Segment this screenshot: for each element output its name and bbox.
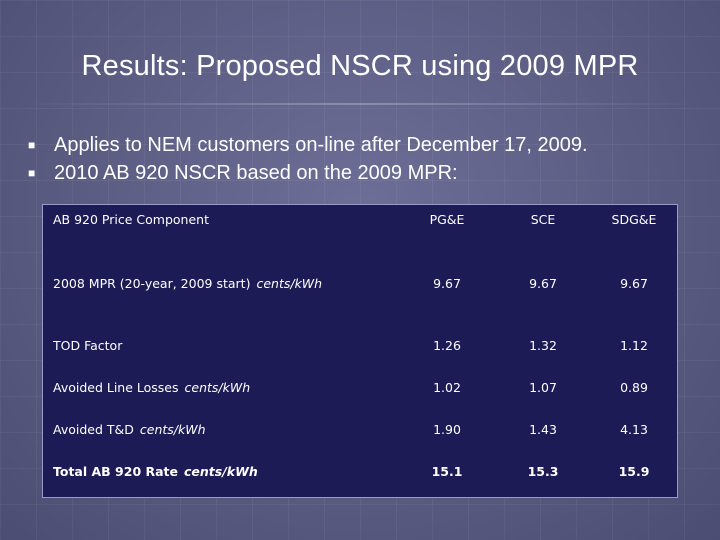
bullet-text: 2010 AB 920 NSCR based on the 2009 MPR: xyxy=(54,162,458,184)
cell-sdge: 0.89 xyxy=(620,379,648,395)
header-sce: SCE xyxy=(530,211,556,227)
cell-sce: 1.32 xyxy=(529,337,557,353)
cell-sdge: 1.12 xyxy=(620,337,648,353)
header-component: AB 920 Price Component xyxy=(53,211,209,227)
cell-pge: 9.67 xyxy=(433,275,461,291)
cell-sce: 15.3 xyxy=(527,463,559,479)
row-unit: cents/kWh xyxy=(139,421,206,437)
bullet-item: ■ Applies to NEM customers on-line after… xyxy=(28,134,708,162)
cell-sce: 9.67 xyxy=(529,275,557,291)
row-label: Avoided Line Losses cents/kWh xyxy=(53,380,250,395)
cell-pge: 1.90 xyxy=(433,421,461,437)
row-unit: cents/kWh xyxy=(184,463,258,479)
row-label: Avoided T&D cents/kWh xyxy=(53,422,206,437)
square-bullet-icon: ■ xyxy=(28,138,36,152)
header-sdge: SDG&E xyxy=(611,211,657,227)
title-divider xyxy=(22,103,698,105)
cell-pge: 15.1 xyxy=(431,463,463,479)
row-label: Total AB 920 Rate cents/kWh xyxy=(53,464,258,479)
row-unit: cents/kWh xyxy=(256,275,323,291)
bullet-list: ■ Applies to NEM customers on-line after… xyxy=(28,134,708,190)
row-label-text: Avoided T&D xyxy=(53,421,134,437)
cell-sdge: 9.67 xyxy=(620,275,648,291)
row-label: TOD Factor xyxy=(53,338,122,353)
cell-pge: 1.26 xyxy=(433,337,461,353)
row-label-text: Avoided Line Losses xyxy=(53,379,179,395)
row-label-text: TOD Factor xyxy=(53,337,123,353)
bullet-text: Applies to NEM customers on-line after D… xyxy=(54,134,588,156)
price-component-table: AB 920 Price Component PG&E SCE SDG&E 20… xyxy=(42,204,678,498)
row-label-text: 2008 MPR (20-year, 2009 start) xyxy=(53,275,251,291)
cell-sce: 1.07 xyxy=(529,379,557,395)
row-label: 2008 MPR (20-year, 2009 start) cents/kWh xyxy=(53,276,322,291)
header-pge: PG&E xyxy=(429,211,465,227)
cell-pge: 1.02 xyxy=(433,379,461,395)
cell-sdge: 15.9 xyxy=(618,463,650,479)
slide-title: Results: Proposed NSCR using 2009 MPR xyxy=(81,50,639,82)
square-bullet-icon: ■ xyxy=(28,166,36,180)
row-unit: cents/kWh xyxy=(184,379,251,395)
cell-sdge: 4.13 xyxy=(620,421,648,437)
row-label-text: Total AB 920 Rate xyxy=(53,463,179,479)
bullet-item: ■ 2010 AB 920 NSCR based on the 2009 MPR… xyxy=(28,162,708,190)
cell-sce: 1.43 xyxy=(529,421,557,437)
